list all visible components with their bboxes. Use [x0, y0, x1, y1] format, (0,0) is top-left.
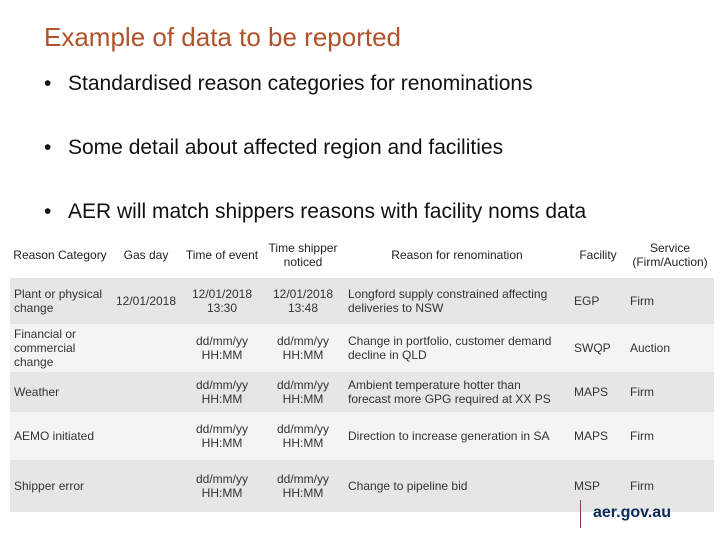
- cell-time-event: dd/mm/yy HH:MM: [182, 412, 262, 460]
- cell-gas-day: 12/01/2018: [110, 278, 182, 324]
- header-time-of-event: Time of event: [182, 232, 262, 278]
- table-row: AEMO initiated dd/mm/yy HH:MM dd/mm/yy H…: [10, 412, 714, 460]
- table-row: Shipper error dd/mm/yy HH:MM dd/mm/yy HH…: [10, 460, 714, 512]
- header-facility: Facility: [570, 232, 626, 278]
- cell-time-noticed: dd/mm/yy HH:MM: [262, 460, 344, 512]
- bullet-item: • Some detail about affected region and f…: [44, 136, 503, 160]
- header-gas-day: Gas day: [110, 232, 182, 278]
- bullet-text: Some detail about affected region and fa…: [68, 136, 504, 159]
- cell-service: Auction: [626, 324, 714, 372]
- table-row: Plant or physical change 12/01/2018 12/0…: [10, 278, 714, 324]
- cell-time-event: 12/01/2018 13:30: [182, 278, 262, 324]
- cell-gas-day: [110, 372, 182, 412]
- bullet-dot: •: [44, 72, 52, 95]
- header-time-shipper-noticed: Time shipper noticed: [262, 232, 344, 278]
- cell-category: AEMO initiated: [10, 412, 110, 460]
- bullet-text: Standardised reason categories for renom…: [68, 72, 533, 95]
- cell-category: Weather: [10, 372, 110, 412]
- cell-gas-day: [110, 324, 182, 372]
- cell-gas-day: [110, 412, 182, 460]
- bullet-item: • AER will match shippers reasons with fa…: [44, 200, 586, 224]
- footer-url: aer.gov.au: [580, 500, 671, 528]
- cell-time-event: dd/mm/yy HH:MM: [182, 372, 262, 412]
- cell-time-noticed: 12/01/2018 13:48: [262, 278, 344, 324]
- cell-service: Firm: [626, 460, 714, 512]
- bullet-text: AER will match shippers reasons with fac…: [68, 200, 587, 223]
- cell-time-noticed: dd/mm/yy HH:MM: [262, 324, 344, 372]
- cell-reason: Direction to increase generation in SA: [344, 412, 570, 460]
- cell-facility: MAPS: [570, 372, 626, 412]
- cell-service: Firm: [626, 412, 714, 460]
- cell-reason: Ambient temperature hotter than forecast…: [344, 372, 570, 412]
- cell-facility: SWQP: [570, 324, 626, 372]
- cell-facility: MSP: [570, 460, 626, 512]
- cell-category: Financial or commercial change: [10, 324, 110, 372]
- cell-reason: Change to pipeline bid: [344, 460, 570, 512]
- bullet-dot: •: [44, 136, 52, 159]
- cell-category: Plant or physical change: [10, 278, 110, 324]
- renomination-table: Reason Category Gas day Time of event Ti…: [10, 232, 714, 512]
- cell-service: Firm: [626, 278, 714, 324]
- cell-reason: Change in portfolio, customer demand dec…: [344, 324, 570, 372]
- slide-title: Example of data to be reported: [44, 22, 402, 52]
- cell-time-noticed: dd/mm/yy HH:MM: [262, 372, 344, 412]
- header-service: Service (Firm/Auction): [626, 232, 714, 278]
- cell-category: Shipper error: [10, 460, 110, 512]
- bullet-dot: •: [44, 200, 52, 223]
- cell-reason: Longford supply constrained affecting de…: [344, 278, 570, 324]
- cell-time-event: dd/mm/yy HH:MM: [182, 324, 262, 372]
- cell-time-event: dd/mm/yy HH:MM: [182, 460, 262, 512]
- cell-time-noticed: dd/mm/yy HH:MM: [262, 412, 344, 460]
- header-reason-for-renomination: Reason for renomination: [344, 232, 570, 278]
- header-reason-category: Reason Category: [10, 232, 110, 278]
- bullet-item: • Standardised reason categories for reno…: [44, 72, 533, 96]
- table-row: Weather dd/mm/yy HH:MM dd/mm/yy HH:MM Am…: [10, 372, 714, 412]
- cell-gas-day: [110, 460, 182, 512]
- cell-facility: EGP: [570, 278, 626, 324]
- table-row: Financial or commercial change dd/mm/yy …: [10, 324, 714, 372]
- cell-facility: MAPS: [570, 412, 626, 460]
- cell-service: Firm: [626, 372, 714, 412]
